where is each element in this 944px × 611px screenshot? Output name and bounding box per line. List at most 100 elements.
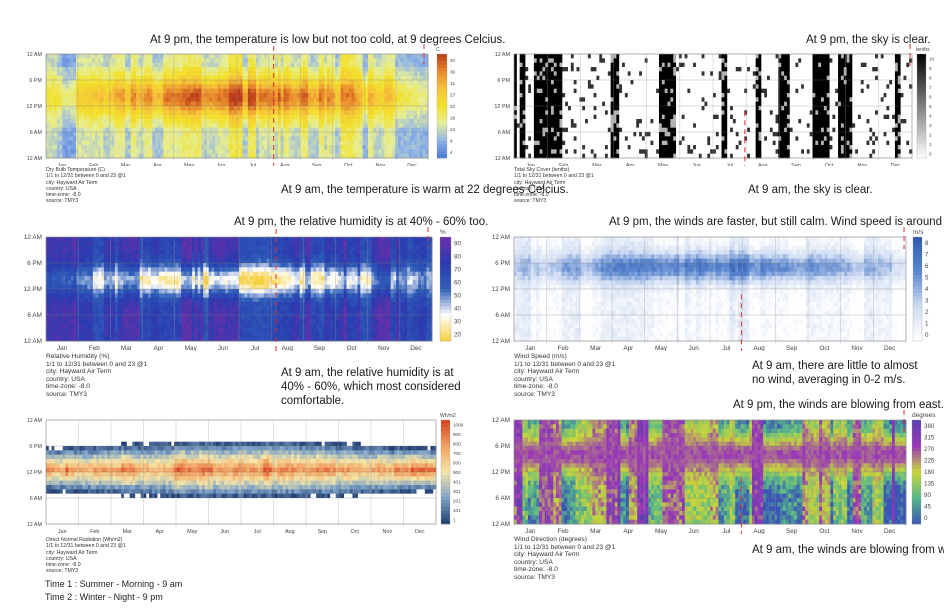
heatmap-cell [525, 58, 529, 64]
heatmap-cell [267, 71, 271, 77]
heatmap-cell [141, 58, 145, 64]
heatmap-cell [119, 62, 123, 68]
heatmap-cell [283, 119, 287, 124]
heatmap-cell [280, 140, 284, 146]
heatmap-cell [190, 54, 194, 59]
heatmap-cell [212, 106, 216, 111]
heatmap-cell [590, 153, 594, 159]
heatmap-cell [619, 149, 623, 155]
heatmap-cell [108, 119, 112, 124]
heatmap-cell [206, 153, 211, 159]
heatmap-cell [559, 101, 563, 107]
heatmap-cell [656, 80, 660, 85]
heatmap-cell [327, 110, 331, 116]
heatmap-cell [245, 54, 249, 59]
heatmap-cell [305, 123, 309, 129]
heatmap-cell [522, 80, 526, 85]
heatmap-cell [408, 127, 413, 133]
heatmap-cell [633, 106, 637, 111]
heatmap-cell [687, 132, 691, 137]
heatmap-cell [582, 132, 586, 137]
heatmap-cell [155, 58, 159, 64]
heatmap-cell [596, 153, 600, 159]
heatmap-cell [114, 80, 118, 85]
heatmap-cell [215, 93, 219, 98]
heatmap-cell [550, 132, 555, 137]
heatmap-cell [346, 75, 350, 81]
heatmap-cell [516, 149, 521, 155]
heatmap-cell [389, 54, 393, 59]
heatmap-cell [267, 127, 271, 133]
heatmap-cell [419, 110, 423, 116]
heatmap-cell [419, 97, 423, 103]
heatmap-cell [100, 62, 104, 68]
heatmap-cell [116, 119, 121, 124]
heatmap-cell [562, 149, 566, 155]
heatmap-cell [193, 110, 197, 116]
heatmap-cell [324, 71, 328, 77]
heatmap-cell [348, 106, 352, 111]
heatmap-cell [656, 123, 660, 129]
heatmap-cell [539, 84, 543, 90]
heatmap-cell [228, 149, 232, 155]
heatmap-cell [658, 58, 663, 64]
heatmap-cell [108, 101, 112, 107]
heatmap-cell [245, 97, 249, 103]
heatmap-cell [525, 84, 529, 90]
heatmap-cell [378, 127, 383, 133]
heatmap-cell [264, 153, 268, 159]
heatmap-cell [553, 101, 558, 107]
heatmap-cell [100, 97, 104, 103]
heatmap-cell [318, 136, 322, 142]
heatmap-cell [242, 67, 246, 72]
heatmap-cell [693, 123, 697, 129]
heatmap-cell [324, 58, 328, 64]
heatmap-cell [633, 140, 637, 146]
heatmap-cell [422, 145, 426, 150]
heatmap-cell [562, 153, 566, 159]
heatmap-cell [351, 106, 355, 111]
heatmap-cell [237, 80, 241, 85]
heatmap-cell [548, 88, 552, 94]
heatmap-cell [522, 62, 526, 68]
heatmap-cell [122, 54, 126, 59]
heatmap-cell [357, 149, 361, 155]
heatmap-cell [653, 153, 657, 159]
heatmap-cell [206, 136, 211, 142]
heatmap-cell [166, 75, 170, 81]
heatmap-cell [616, 84, 620, 90]
heatmap-cell [630, 149, 634, 155]
heatmap-cell [607, 67, 612, 72]
heatmap-cell [516, 123, 521, 129]
heatmap-cell [419, 58, 423, 64]
heatmap-cell [193, 97, 197, 103]
heatmap-cell [373, 114, 377, 120]
heatmap-cell [528, 67, 532, 72]
heatmap-cell [585, 54, 589, 59]
heatmap-cell [582, 140, 586, 146]
colorbar-segment [437, 85, 447, 89]
heatmap-cell [650, 71, 654, 77]
heatmap-cell [122, 97, 126, 103]
heatmap-cell [196, 58, 200, 64]
heatmap-cell [562, 80, 566, 85]
heatmap-cell [582, 149, 586, 155]
heatmap-cell [599, 145, 603, 150]
heatmap-cell [146, 67, 151, 72]
heatmap-cell [239, 75, 243, 81]
heatmap-cell [346, 84, 350, 90]
heatmap-cell [536, 149, 540, 155]
heatmap-cell [389, 132, 393, 137]
heatmap-cell [650, 93, 654, 98]
heatmap-cell [46, 62, 50, 68]
heatmap-cell [176, 123, 181, 129]
heatmap-cell [573, 93, 577, 98]
x-tick-label: Jul [249, 163, 256, 166]
heatmap-cell [234, 145, 238, 150]
heatmap-cell [111, 84, 115, 90]
heatmap-cell [313, 123, 317, 129]
heatmap-cell [163, 119, 167, 124]
heatmap-cell [619, 54, 623, 59]
heatmap-cell [644, 110, 649, 116]
heatmap-cell [687, 110, 691, 116]
